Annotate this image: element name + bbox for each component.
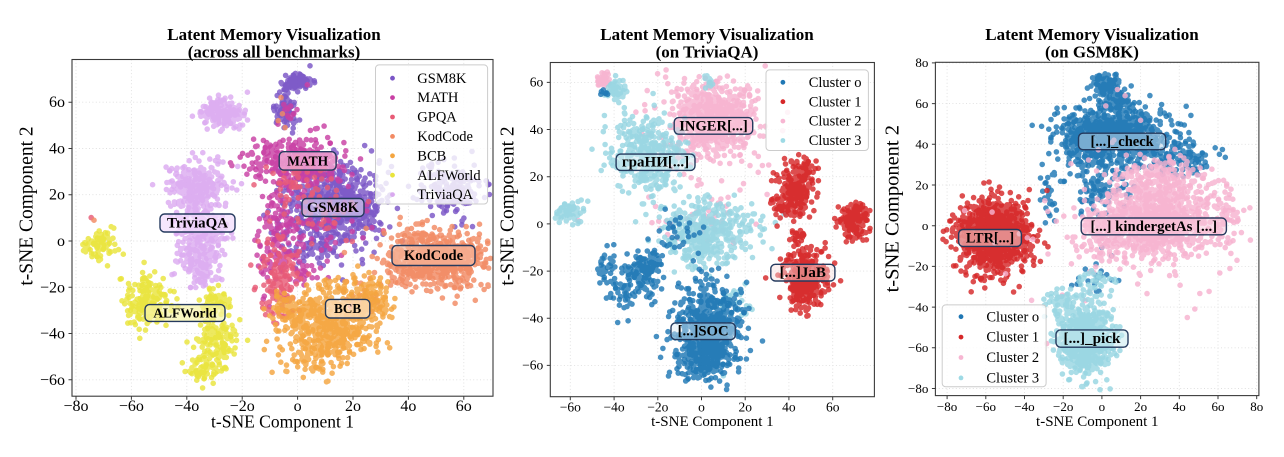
svg-text:(on TriviaQA): (on TriviaQA) — [656, 43, 759, 62]
svg-text:2o: 2o — [530, 169, 544, 184]
svg-text:(on GSM8K): (on GSM8K) — [1045, 43, 1139, 62]
svg-text:BCB: BCB — [334, 301, 361, 316]
svg-text:o: o — [294, 398, 302, 415]
svg-text:t-SNE Component 2: t-SNE Component 2 — [882, 125, 904, 292]
svg-text:4o: 4o — [49, 141, 65, 158]
svg-text:4o: 4o — [915, 137, 928, 152]
svg-text:INGER[...]: INGER[...] — [679, 118, 748, 134]
svg-text:Cluster 3: Cluster 3 — [986, 371, 1039, 387]
svg-text:−6o: −6o — [560, 400, 581, 415]
svg-text:6o: 6o — [49, 94, 65, 111]
svg-text:6o: 6o — [826, 400, 840, 415]
svg-text:−2o: −2o — [40, 279, 65, 296]
svg-text:Cluster 3: Cluster 3 — [809, 133, 862, 149]
svg-text:t-SNE Component 2: t-SNE Component 2 — [17, 126, 38, 285]
svg-text:Cluster 2: Cluster 2 — [986, 350, 1039, 366]
svg-text:4o: 4o — [1173, 399, 1186, 414]
svg-text:−4o: −4o — [40, 326, 65, 343]
svg-text:2o: 2o — [738, 400, 752, 415]
svg-text:Cluster o: Cluster o — [986, 309, 1039, 325]
svg-text:Cluster 1: Cluster 1 — [986, 330, 1039, 346]
svg-text:−6o: −6o — [119, 398, 144, 415]
svg-text:4o: 4o — [400, 398, 416, 415]
svg-text:GSM8K: GSM8K — [307, 200, 360, 216]
svg-text:2o: 2o — [1134, 399, 1147, 414]
svg-text:[...] kindergetAs [...]: [...] kindergetAs [...] — [1091, 219, 1218, 235]
svg-text:(across all benchmarks): (across all benchmarks) — [188, 43, 361, 62]
svg-text:−2o: −2o — [647, 400, 668, 415]
svg-text:−2o: −2o — [230, 398, 255, 415]
svg-text:−8o: −8o — [937, 399, 957, 414]
svg-text:[...]_pick: [...]_pick — [1064, 330, 1122, 347]
svg-text:6o: 6o — [456, 398, 472, 415]
svg-text:MATH: MATH — [417, 90, 459, 106]
svg-text:4o: 4o — [782, 400, 796, 415]
svg-text:t-SNE Component 2: t-SNE Component 2 — [498, 126, 519, 285]
svg-text:−2o: −2o — [1053, 399, 1073, 414]
svg-text:MATH: MATH — [287, 153, 328, 168]
svg-text:Latent Memory Visualization: Latent Memory Visualization — [985, 25, 1199, 44]
svg-text:−4o: −4o — [174, 398, 199, 415]
svg-text:6o: 6o — [1212, 399, 1225, 414]
svg-text:KodCode: KodCode — [404, 248, 464, 264]
svg-text:LTR[...]: LTR[...] — [966, 230, 1014, 246]
svg-text:−6o: −6o — [40, 372, 65, 389]
svg-text:−6o: −6o — [976, 399, 996, 414]
svg-text:2o: 2o — [915, 177, 928, 192]
svg-text:KodCode: KodCode — [417, 129, 473, 145]
svg-text:BCB: BCB — [417, 148, 446, 164]
svg-text:−4o: −4o — [522, 311, 543, 326]
svg-text:GPQA: GPQA — [417, 110, 457, 126]
svg-text:o: o — [698, 400, 705, 415]
svg-text:[...]_check: [...]_check — [1090, 134, 1154, 150]
svg-text:t-SNE Component 1: t-SNE Component 1 — [211, 412, 354, 432]
svg-text:−4o: −4o — [908, 299, 928, 314]
svg-text:−6o: −6o — [908, 340, 928, 355]
svg-text:−8o: −8o — [63, 398, 88, 415]
svg-text:6o: 6o — [530, 75, 544, 90]
svg-text:−2o: −2o — [522, 263, 543, 278]
svg-text:TriviaQA: TriviaQA — [167, 215, 228, 231]
svg-text:ALFWorld: ALFWorld — [153, 305, 217, 320]
svg-text:TriviaQA: TriviaQA — [417, 187, 473, 203]
svg-text:o: o — [57, 233, 65, 250]
svg-text:−4o: −4o — [1014, 399, 1034, 414]
svg-text:8o: 8o — [1250, 399, 1263, 414]
svg-text:t-SNE Component 1: t-SNE Component 1 — [1036, 414, 1159, 430]
svg-text:GSM8K: GSM8K — [417, 71, 467, 87]
svg-text:o: o — [1099, 399, 1106, 414]
svg-text:Latent Memory Visualization: Latent Memory Visualization — [600, 25, 814, 44]
svg-text:−2o: −2o — [908, 259, 928, 274]
svg-text:8o: 8o — [915, 55, 928, 70]
svg-text:−4o: −4o — [604, 400, 625, 415]
svg-text:t-SNE Component 1: t-SNE Component 1 — [651, 414, 774, 430]
svg-text:2o: 2o — [49, 187, 65, 204]
svg-text:4o: 4o — [530, 122, 544, 137]
svg-text:o: o — [537, 216, 544, 231]
svg-text:Latent Memory Visualization: Latent Memory Visualization — [167, 25, 381, 44]
svg-text:[...]SOC: [...]SOC — [678, 324, 729, 340]
svg-text:2o: 2o — [345, 398, 361, 415]
svg-text:ALFWorld: ALFWorld — [417, 168, 481, 184]
svg-text:граНИ[...]: граНИ[...] — [622, 155, 689, 171]
svg-text:Cluster o: Cluster o — [809, 75, 862, 91]
svg-text:o: o — [922, 218, 929, 233]
svg-text:−6o: −6o — [522, 358, 543, 373]
svg-text:−8o: −8o — [908, 381, 928, 396]
svg-text:Cluster 1: Cluster 1 — [809, 94, 862, 110]
svg-text:6o: 6o — [915, 96, 928, 111]
svg-text:Cluster 2: Cluster 2 — [809, 114, 862, 130]
svg-text:[...]JaB: [...]JaB — [780, 265, 826, 281]
